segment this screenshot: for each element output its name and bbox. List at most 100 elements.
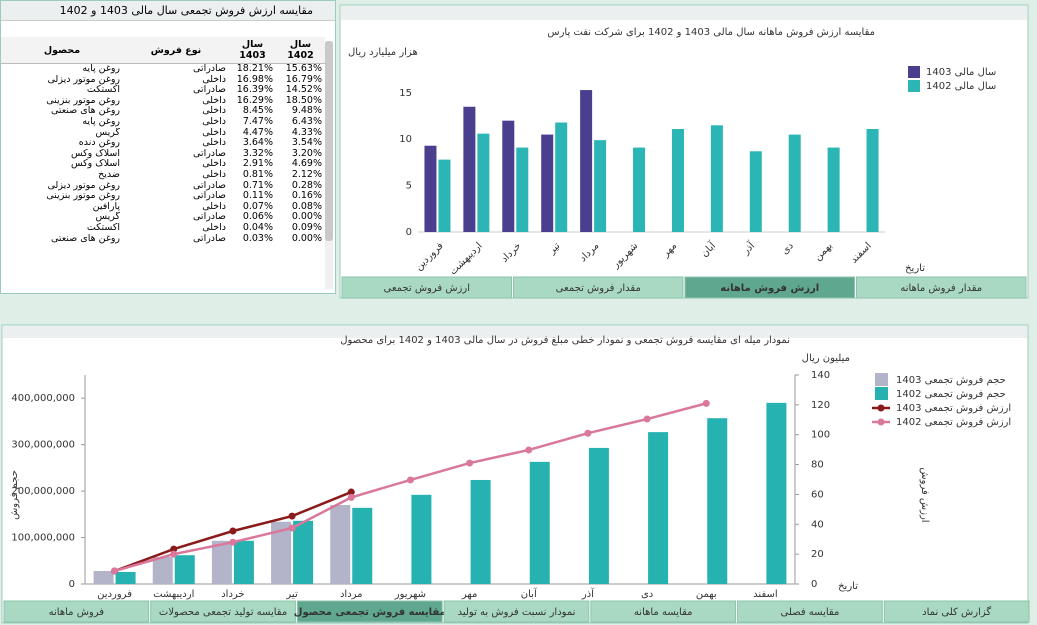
y-axis-label: حجم فروش xyxy=(9,470,20,520)
bar xyxy=(352,507,373,584)
bar xyxy=(710,125,723,232)
x-tick-label: مهر xyxy=(461,589,477,600)
tab[interactable] xyxy=(684,276,855,299)
tab-label[interactable]: ارزش فروش تجمعی xyxy=(383,283,470,294)
point xyxy=(347,488,355,496)
share-table: محصول نوع فروش سال 1403 سال 1402 روغن پایه ص… xyxy=(1,37,325,244)
bar xyxy=(529,461,550,584)
tab-label[interactable]: مقایسه ماهانه xyxy=(634,607,693,618)
table-row: پارافین داخلی 0.07% 0.08% xyxy=(1,202,325,213)
bar xyxy=(93,570,114,584)
bar xyxy=(233,540,254,584)
y2-tick-label: 100 xyxy=(811,430,830,441)
table-cell: 4.69% xyxy=(291,159,322,170)
table-cell: 0.00% xyxy=(291,212,322,223)
x-tick-label: شهریور xyxy=(394,589,426,600)
point xyxy=(347,493,355,501)
bar xyxy=(271,521,292,584)
table-cell: اکستکت xyxy=(86,222,120,233)
tab[interactable] xyxy=(883,600,1030,623)
x-tick-label: خرداد xyxy=(221,589,244,600)
bar xyxy=(541,134,554,232)
table-cell: 18.50% xyxy=(285,95,322,106)
point xyxy=(525,446,533,454)
chart-title: نمودار میله ای مقایسه فروش تجمعی و نمودا… xyxy=(340,335,790,346)
table-cell: روغن موتور بنزینی xyxy=(46,95,120,106)
table-cell: 0.07% xyxy=(242,201,273,212)
table-cell: 3.64% xyxy=(242,138,273,149)
panel-bar xyxy=(341,6,1027,20)
scroll-thumb[interactable] xyxy=(325,41,333,241)
column-header: محصول xyxy=(1,37,123,64)
x-axis-label: تاریخ xyxy=(905,263,925,274)
table-cell: داخلی xyxy=(202,159,226,170)
table-cell: پارافین xyxy=(92,201,120,212)
tab[interactable] xyxy=(341,276,512,299)
tab-label[interactable]: گزارش کلی نماد xyxy=(922,606,991,618)
bar xyxy=(866,129,879,232)
point xyxy=(229,538,237,546)
y-tick-label: 300,000,000 xyxy=(11,440,75,451)
bar xyxy=(174,555,195,584)
point xyxy=(406,476,414,484)
tab[interactable] xyxy=(150,600,296,623)
table-cell: 0.09% xyxy=(291,222,322,233)
table-cell: روغن های صنعتی xyxy=(50,106,120,117)
bar xyxy=(594,140,607,232)
table-cell: 0.04% xyxy=(242,222,273,233)
tab-label[interactable]: فروش ماهانه xyxy=(49,607,105,618)
table-row: اسلاک وکس داخلی 2.91% 4.69% xyxy=(1,159,325,170)
table-cell: 8.45% xyxy=(242,106,273,117)
tab-label[interactable]: مقدار فروش ماهانه xyxy=(900,283,982,294)
table-cell: گریس xyxy=(95,212,120,223)
bar xyxy=(470,479,491,584)
tab[interactable] xyxy=(443,600,590,623)
table-cell: صادراتی xyxy=(193,180,226,191)
table-row: روغن موتور بنزینی داخلی 16.29% 18.50% xyxy=(1,96,325,107)
table-cell: روغن پایه xyxy=(82,63,120,74)
tab[interactable] xyxy=(3,600,150,623)
tab-label[interactable]: مقایسه فروش تجمعی محصول xyxy=(294,607,446,618)
column-header: سال 1402 xyxy=(276,37,325,64)
table-cell: داخلی xyxy=(202,116,226,127)
tab[interactable] xyxy=(737,600,883,623)
bar xyxy=(411,494,432,584)
tab-label[interactable]: مقایسه تولید تجمعی محصولات xyxy=(159,607,287,618)
table-row: اسلاک وکس صادراتی 3.32% 3.20% xyxy=(1,149,325,160)
tab-label[interactable]: مقدار فروش تجمعی xyxy=(556,283,641,294)
scrollbar[interactable] xyxy=(325,41,333,289)
column-header: سال 1403 xyxy=(229,37,276,64)
table-cell: داخلی xyxy=(202,106,226,117)
tab-label[interactable]: ارزش فروش ماهانه xyxy=(720,283,819,294)
table-row: روغن پایه صادراتی 18.21% 15.63% xyxy=(1,64,325,75)
table-cell: روغن پایه xyxy=(82,116,120,127)
legend-swatch xyxy=(875,387,888,400)
y2-tick-label: 20 xyxy=(811,549,824,560)
tab-label[interactable]: مقایسه فصلی xyxy=(781,607,840,618)
table-cell: گریس xyxy=(95,127,120,138)
bar xyxy=(827,147,840,232)
table-cell: 14.52% xyxy=(285,85,322,96)
tab[interactable] xyxy=(856,276,1027,299)
table-cell: 0.08% xyxy=(291,201,322,212)
bar xyxy=(438,159,451,232)
table-cell: داخلی xyxy=(202,138,226,149)
tab[interactable] xyxy=(513,276,684,299)
x-axis-label: تاریخ xyxy=(838,581,858,592)
table-cell: 3.20% xyxy=(291,148,322,159)
bar xyxy=(633,147,646,232)
table-cell: 0.00% xyxy=(291,233,322,244)
table-cell: 16.39% xyxy=(236,85,273,96)
x-tick-label: آبان xyxy=(521,587,538,600)
tab[interactable] xyxy=(590,600,737,623)
y-tick-label: 0 xyxy=(69,579,75,590)
table-cell: اسلاک وکس xyxy=(70,159,120,170)
bar xyxy=(463,106,476,232)
bar xyxy=(555,122,568,232)
bar xyxy=(502,120,515,232)
point xyxy=(288,524,296,532)
x-tick-label: مرداد xyxy=(340,589,363,600)
tab-label[interactable]: نمودار نسبت فروش به تولید xyxy=(458,607,576,618)
tab[interactable] xyxy=(296,600,443,623)
table-cell: اسلاک وکس xyxy=(70,148,120,159)
